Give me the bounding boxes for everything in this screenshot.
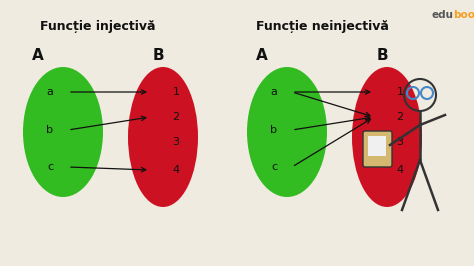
FancyBboxPatch shape [368,136,386,156]
Text: 4: 4 [396,165,403,175]
Text: Funcție neinjectivă: Funcție neinjectivă [255,20,388,33]
Text: 2: 2 [396,112,403,122]
Ellipse shape [352,67,422,207]
Text: edu: edu [432,10,454,20]
Text: b: b [271,125,277,135]
Text: 4: 4 [173,165,180,175]
Text: a: a [271,87,277,97]
Ellipse shape [128,67,198,207]
Text: b: b [46,125,54,135]
Text: a: a [46,87,54,97]
Text: Funcție injectivă: Funcție injectivă [40,20,156,33]
Text: 3: 3 [396,137,403,147]
FancyBboxPatch shape [363,131,392,167]
Text: B: B [152,48,164,63]
Text: 1: 1 [173,87,180,97]
Text: 2: 2 [173,112,180,122]
Ellipse shape [23,67,103,197]
Ellipse shape [247,67,327,197]
Text: B: B [376,48,388,63]
Text: 1: 1 [396,87,403,97]
Text: c: c [271,162,277,172]
Text: A: A [32,48,44,63]
Text: 3: 3 [173,137,180,147]
Text: c: c [47,162,53,172]
Text: boom: boom [453,10,474,20]
Text: A: A [256,48,268,63]
